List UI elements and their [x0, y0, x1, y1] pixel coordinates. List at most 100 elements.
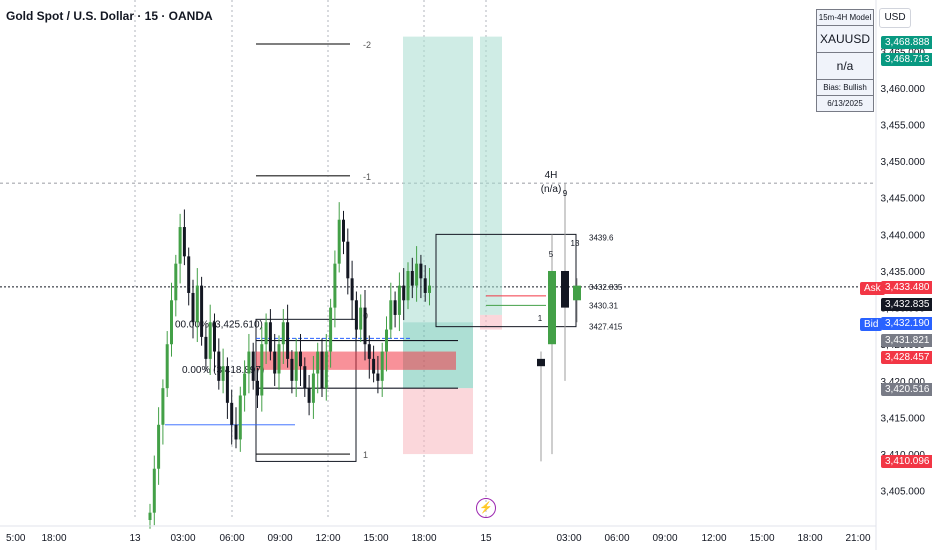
candle-body — [273, 351, 277, 374]
candle-body — [354, 300, 358, 330]
candle-body — [243, 373, 247, 396]
candle-body — [225, 366, 229, 403]
x-tick-label: 09:00 — [267, 533, 292, 544]
y-tick-label: 3,460.000 — [881, 84, 926, 95]
candle-body — [363, 307, 367, 345]
currency-button[interactable]: USD — [879, 8, 911, 28]
target-zone — [403, 36, 473, 323]
candle-body — [170, 300, 173, 345]
y-tick-label: 3,405.000 — [881, 487, 926, 498]
ask-price-tag: 3,433.480 — [881, 281, 932, 294]
chart-title: Gold Spot / U.S. Dollar · 15 · OANDA — [6, 9, 213, 23]
candle-body — [161, 388, 165, 425]
htf-candle-body — [561, 270, 569, 308]
candle-body — [385, 329, 388, 352]
price-tag-p4: 3,410.096 — [881, 455, 932, 468]
x-tick-label: 03:00 — [556, 533, 581, 544]
candle-body — [200, 285, 204, 337]
htf-candle-body — [537, 358, 545, 367]
model-value: n/a — [817, 53, 873, 80]
ask-label: Ask — [860, 282, 885, 295]
candle-body — [346, 241, 350, 279]
candle-body — [281, 322, 285, 345]
candle-body — [277, 344, 281, 374]
candle-body — [372, 358, 376, 374]
candle-body — [359, 307, 363, 330]
x-tick-label: 12:00 — [315, 533, 340, 544]
candle-body — [217, 351, 221, 381]
x-tick-label: 18:00 — [411, 533, 436, 544]
model-info-table: 15m-4H Model XAUUSD n/a Bias: Bullish 6/… — [816, 9, 874, 112]
candle-body — [333, 263, 337, 308]
fvg-band — [256, 351, 456, 370]
y-tick-label: 3,435.000 — [881, 267, 926, 278]
price-tag-top1: 3,468.888 — [881, 36, 932, 49]
candle-body — [251, 351, 255, 381]
candle-body — [337, 219, 341, 264]
candle-body — [204, 336, 208, 359]
candle-body — [428, 285, 431, 293]
candle-body — [174, 263, 178, 301]
x-tick-label: 15:00 — [363, 533, 388, 544]
candle-body — [311, 373, 315, 403]
x-tick-label: 09:00 — [652, 533, 677, 544]
htf-candle-body — [548, 270, 556, 345]
candle-body — [406, 270, 410, 301]
stop-zone — [403, 388, 473, 455]
candle-body — [329, 307, 333, 352]
symbol-name: XAUUSD — [817, 26, 873, 53]
candle-body — [303, 366, 307, 389]
x-tick-label: 15 — [480, 533, 492, 544]
stop-zone-2 — [480, 314, 502, 330]
candle-body — [178, 227, 182, 264]
y-tick-label: 3,450.000 — [881, 157, 926, 168]
level-label: 3439.6 — [589, 233, 614, 242]
candle-body — [299, 351, 302, 367]
htf-sublabel-index: 9 — [563, 189, 568, 198]
fib-label: -2 — [363, 40, 371, 50]
y-tick-label: 3,415.000 — [881, 413, 926, 424]
fib-label: -1 — [363, 172, 371, 182]
candle-body — [350, 278, 354, 301]
candle-body — [402, 285, 406, 301]
candle-body — [324, 351, 328, 389]
fib-percent-label: 00.00% (3,425.610) — [175, 319, 263, 330]
candle-body — [264, 322, 268, 345]
htf-label: 4H — [545, 170, 558, 181]
y-tick-label: 3,445.000 — [881, 194, 926, 205]
last-price-tag: 3,432.835 — [881, 298, 932, 311]
bid-label: Bid — [860, 318, 883, 331]
candle-body — [157, 424, 161, 469]
candle-body — [191, 292, 195, 323]
candle-body — [152, 468, 156, 513]
x-tick-label: 5:00 — [6, 533, 26, 544]
candle-body — [419, 263, 423, 279]
candle-body — [342, 219, 345, 242]
x-tick-label: 06:00 — [604, 533, 629, 544]
candle-body — [415, 263, 419, 286]
candle-body — [256, 380, 259, 396]
x-tick-label: 03:00 — [170, 533, 195, 544]
event-flag-icon[interactable]: ⚡ — [476, 498, 496, 518]
candle-body — [234, 424, 238, 440]
htf-range-box — [435, 233, 577, 328]
count-label: 13 — [571, 239, 580, 248]
candle-body — [221, 366, 225, 381]
candle-body — [367, 344, 371, 359]
candle-body — [195, 285, 199, 323]
level-label: 3432.835 — [589, 283, 623, 292]
candle-body — [268, 322, 272, 352]
candle-body — [165, 344, 169, 389]
htf-sublabel: (n/a) — [541, 184, 562, 195]
count-label: 1 — [538, 314, 543, 323]
count-label: 5 — [549, 250, 554, 259]
candle-body — [380, 351, 384, 381]
x-tick-label: 18:00 — [797, 533, 822, 544]
x-tick-label: 15:00 — [749, 533, 774, 544]
price-tag-p3: 3,420.516 — [881, 383, 932, 396]
candle-body — [397, 285, 401, 315]
candle-body — [290, 358, 294, 381]
candle-body — [238, 395, 242, 440]
x-tick-label: 12:00 — [701, 533, 726, 544]
